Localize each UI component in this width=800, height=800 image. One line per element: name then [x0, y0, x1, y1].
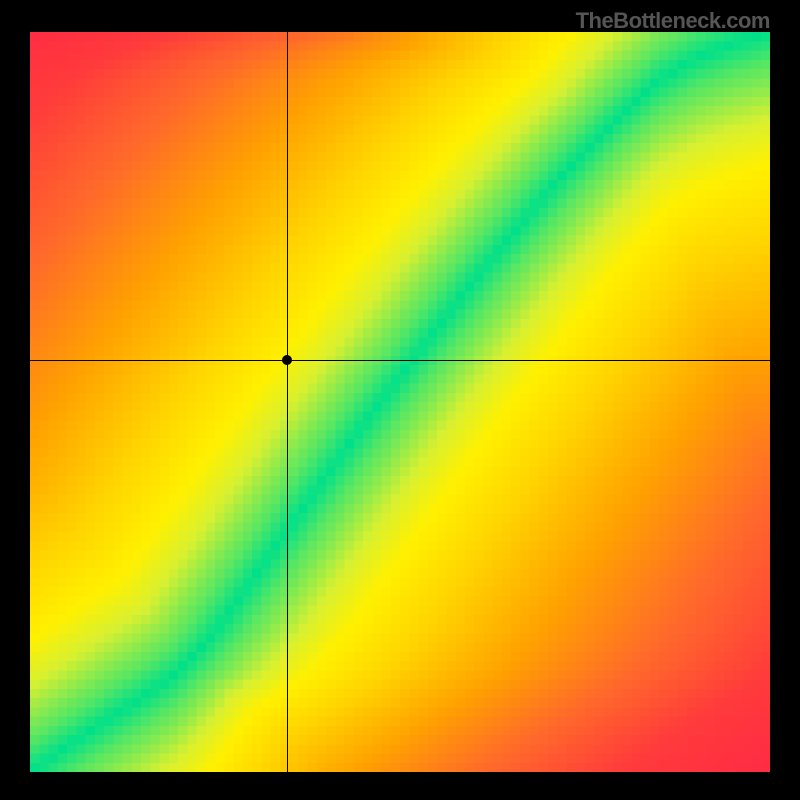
- watermark-text: TheBottleneck.com: [576, 8, 770, 34]
- crosshair-vertical: [287, 32, 288, 772]
- crosshair-horizontal: [30, 360, 770, 361]
- heatmap-plot: [30, 32, 770, 772]
- marker-point: [282, 355, 292, 365]
- heatmap-canvas: [30, 32, 770, 772]
